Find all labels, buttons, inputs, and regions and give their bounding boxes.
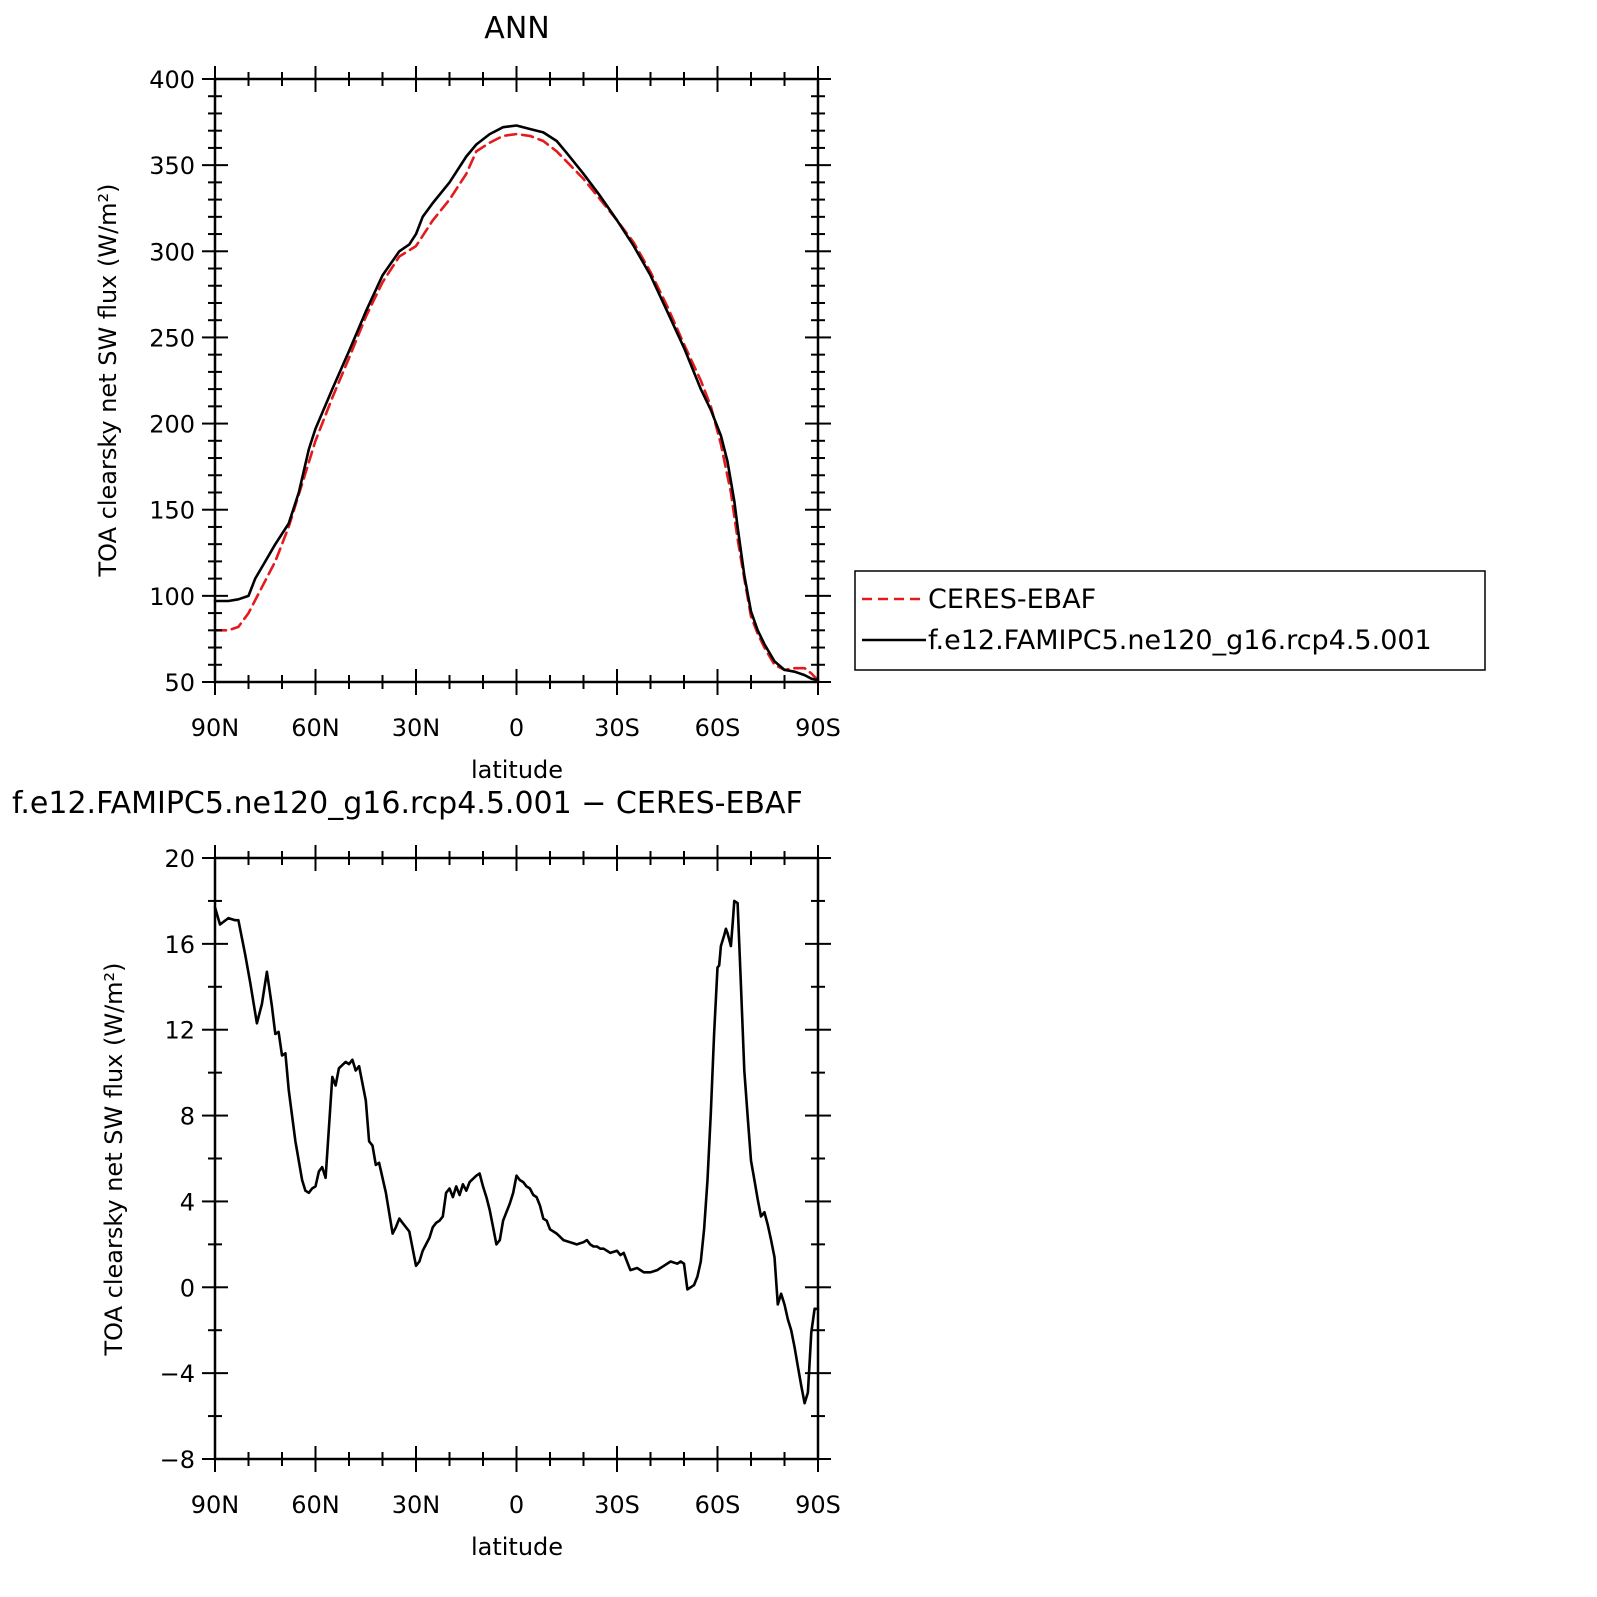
top-x-axis-title: latitude <box>471 756 563 784</box>
top-y-tick-labels: 50 100 150 200 250 300 350 400 <box>149 66 195 697</box>
y-tick-label: 12 <box>164 1017 195 1045</box>
legend: CERES-EBAF f.e12.FAMIPC5.ne120_g16.rcp4.… <box>854 570 1486 671</box>
legend-box <box>854 570 1486 671</box>
top-y-axis-title: TOA clearsky net SW flux (W/m²) <box>94 183 122 577</box>
y-tick-label: 350 <box>149 152 195 180</box>
bottom-y-axis-title: TOA clearsky net SW flux (W/m²) <box>100 962 128 1356</box>
x-tick-label: 60N <box>291 1491 340 1519</box>
y-tick-label: 100 <box>149 583 195 611</box>
bottom-x-tick-labels: 90N 60N 30N 0 30S 60S 90S <box>191 1491 841 1519</box>
x-tick-label: 90N <box>191 1491 240 1519</box>
series-line-0-1 <box>213 124 820 682</box>
x-tick-label: 90S <box>795 1491 841 1519</box>
x-tick-label: 30S <box>594 1491 640 1519</box>
legend-label-ceres: CERES-EBAF <box>928 584 1096 615</box>
top-series-group <box>213 124 820 682</box>
bottom-series-group <box>213 899 820 1405</box>
x-tick-label: 30N <box>392 714 441 742</box>
y-tick-label: 300 <box>149 238 195 266</box>
x-tick-label: 90S <box>795 714 841 742</box>
y-tick-label: 400 <box>149 66 195 94</box>
x-tick-label: 0 <box>509 714 524 742</box>
top-panel: ANN 50 100 150 200 250 300 350 400 90N 60N 30N 0 30… <box>94 11 841 784</box>
y-tick-label: 0 <box>180 1274 195 1302</box>
x-tick-label: 60N <box>291 714 340 742</box>
y-tick-label: 150 <box>149 497 195 525</box>
y-tick-label: 8 <box>180 1103 195 1131</box>
bottom-panel: f.e12.FAMIPC5.ne120_g16.rcp4.5.001 − CER… <box>12 786 841 1561</box>
x-tick-label: 0 <box>509 1491 524 1519</box>
x-tick-label: 90N <box>191 714 240 742</box>
y-tick-label: 250 <box>149 324 195 352</box>
top-x-tick-labels: 90N 60N 30N 0 30S 60S 90S <box>191 714 841 742</box>
y-tick-label: −4 <box>160 1360 195 1388</box>
x-tick-label: 60S <box>695 1491 741 1519</box>
y-tick-label: −8 <box>160 1446 195 1474</box>
y-tick-label: 4 <box>180 1188 195 1216</box>
y-tick-label: 50 <box>164 669 195 697</box>
y-tick-label: 20 <box>164 845 195 873</box>
y-tick-label: 16 <box>164 931 195 959</box>
top-plot-frame <box>213 77 820 684</box>
x-tick-label: 30N <box>392 1491 441 1519</box>
top-axis-ticks <box>202 66 831 695</box>
series-line-1-0 <box>213 899 820 1405</box>
bottom-axis-ticks <box>202 845 831 1472</box>
x-tick-label: 30S <box>594 714 640 742</box>
y-tick-label: 200 <box>149 411 195 439</box>
bottom-x-axis-title: latitude <box>471 1533 563 1561</box>
bottom-plot-frame <box>213 856 820 1461</box>
x-tick-label: 60S <box>695 714 741 742</box>
bottom-y-tick-labels: −8 −4 0 4 8 12 16 20 <box>160 845 195 1474</box>
top-plot-title: ANN <box>484 11 549 46</box>
legend-label-model: f.e12.FAMIPC5.ne120_g16.rcp4.5.001 <box>928 625 1432 656</box>
bottom-plot-title: f.e12.FAMIPC5.ne120_g16.rcp4.5.001 − CER… <box>12 786 803 821</box>
series-line-0-0 <box>213 132 820 682</box>
